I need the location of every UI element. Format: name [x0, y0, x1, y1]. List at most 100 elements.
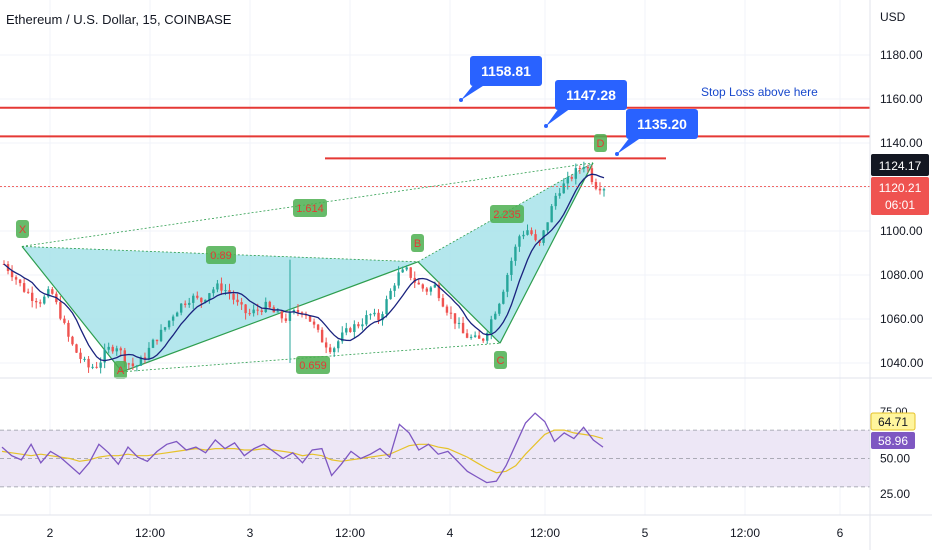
candle-body — [349, 328, 352, 332]
candle-body — [151, 339, 155, 348]
candle-body — [107, 346, 110, 350]
candle-body — [135, 365, 139, 367]
candle-body — [312, 321, 316, 325]
rsi-tick-label: 50.00 — [880, 452, 910, 466]
rsi-line — [1, 412, 604, 484]
ratio-label: 1.614 — [293, 199, 327, 217]
candle-body — [188, 302, 191, 305]
candle-body — [123, 350, 127, 364]
candle-body — [465, 333, 469, 338]
price-tick-label: 1140.00 — [880, 136, 923, 150]
candle-body — [582, 167, 586, 169]
price-tick-label: 1060.00 — [880, 312, 924, 326]
candle-body — [111, 346, 114, 352]
price-callout[interactable]: 1147.28 — [544, 80, 627, 128]
point-label-x-text: X — [19, 224, 27, 236]
rsi-ma-text: 58.96 — [878, 434, 908, 448]
candle-body — [184, 303, 187, 305]
candle-body — [159, 329, 163, 342]
candle-body — [63, 318, 66, 323]
candle-body — [14, 277, 18, 280]
candle-body — [75, 344, 78, 353]
horizontal-levels[interactable] — [0, 106, 870, 187]
candle-body — [345, 328, 348, 333]
candle-body — [10, 270, 14, 278]
time-tick-label: 12:00 — [135, 526, 165, 540]
candle-body — [91, 366, 94, 368]
last-price-badge: 1124.17 — [871, 154, 929, 176]
price-tick-label: 1160.00 — [880, 92, 923, 106]
candle-body — [248, 313, 251, 315]
candle-body — [143, 357, 147, 359]
candle-body — [473, 335, 477, 337]
candle-body — [43, 296, 46, 304]
candle-body — [361, 324, 364, 327]
callout-anchor-dot — [544, 124, 548, 128]
candle-body — [486, 332, 489, 341]
close-price-badge: 1120.21 06:01 — [871, 177, 929, 215]
time-axis[interactable]: 2 12:00 3 12:00 4 12:00 5 12:00 6 — [47, 526, 844, 540]
price-callout[interactable]: 1135.20 — [615, 109, 698, 156]
candle-body — [365, 315, 368, 325]
rsi-panel[interactable] — [0, 412, 870, 488]
point-label-b-bg — [411, 234, 424, 252]
candle-body — [574, 168, 578, 179]
candle-body — [163, 327, 167, 330]
candle-body — [490, 319, 493, 333]
price-tick-label: 1080.00 — [880, 268, 924, 282]
candle-body — [264, 301, 267, 312]
harmonic-pattern[interactable] — [21, 162, 594, 373]
candle-body — [127, 363, 131, 365]
time-tick-label: 12:00 — [530, 526, 560, 540]
candle-body — [119, 348, 122, 351]
ratio-label-text: 1.614 — [296, 203, 324, 215]
point-label-b: B — [411, 234, 424, 252]
candle-body — [83, 358, 86, 360]
candle-body — [506, 274, 509, 292]
candle-body — [409, 267, 412, 278]
rsi-badge-bg — [871, 432, 915, 449]
candle-body — [212, 289, 215, 294]
candle-body — [526, 230, 529, 235]
candle-body — [155, 339, 159, 342]
time-tick-label: 2 — [47, 526, 54, 540]
candle-body — [341, 332, 344, 342]
candle-body — [421, 284, 424, 289]
candle-body — [381, 314, 384, 321]
candle-body — [200, 297, 203, 303]
candle-body — [530, 230, 533, 235]
time-tick-label: 5 — [642, 526, 649, 540]
candle-body — [103, 349, 106, 363]
candle-body — [498, 303, 501, 314]
candle-body — [51, 289, 54, 294]
price-callout[interactable]: 1158.81 — [459, 56, 542, 102]
candle-body — [562, 183, 565, 194]
candle-body — [115, 348, 118, 352]
candle-body — [385, 299, 388, 315]
price-callouts[interactable]: 1158.81 1147.28 1135.20 — [459, 56, 698, 156]
pattern-leg — [417, 261, 501, 344]
candle-body — [67, 322, 70, 337]
candle-body — [35, 300, 38, 303]
ratio-label-bg — [296, 356, 330, 374]
candle-body — [139, 357, 143, 366]
time-tick-label: 12:00 — [730, 526, 760, 540]
price-tick-label: 1100.00 — [880, 224, 923, 238]
point-label-c: C — [494, 351, 507, 369]
candle-body — [284, 318, 288, 321]
candle-body — [320, 329, 324, 343]
callout-anchor-dot — [615, 152, 619, 156]
candle-body — [393, 285, 396, 291]
ratio-label-bg — [490, 205, 524, 223]
candle-body — [316, 324, 320, 330]
candle-body — [429, 287, 433, 292]
price-tick-label: 1040.00 — [880, 356, 924, 370]
rsi-ma-badge-bg — [870, 412, 916, 431]
rsi-axis[interactable]: 50.00 25.00 — [880, 452, 910, 502]
callout-box — [470, 56, 542, 86]
candle-body — [546, 222, 549, 231]
currency-label: USD — [880, 10, 906, 24]
point-label-a: A — [114, 361, 127, 379]
candle-body — [397, 272, 400, 286]
